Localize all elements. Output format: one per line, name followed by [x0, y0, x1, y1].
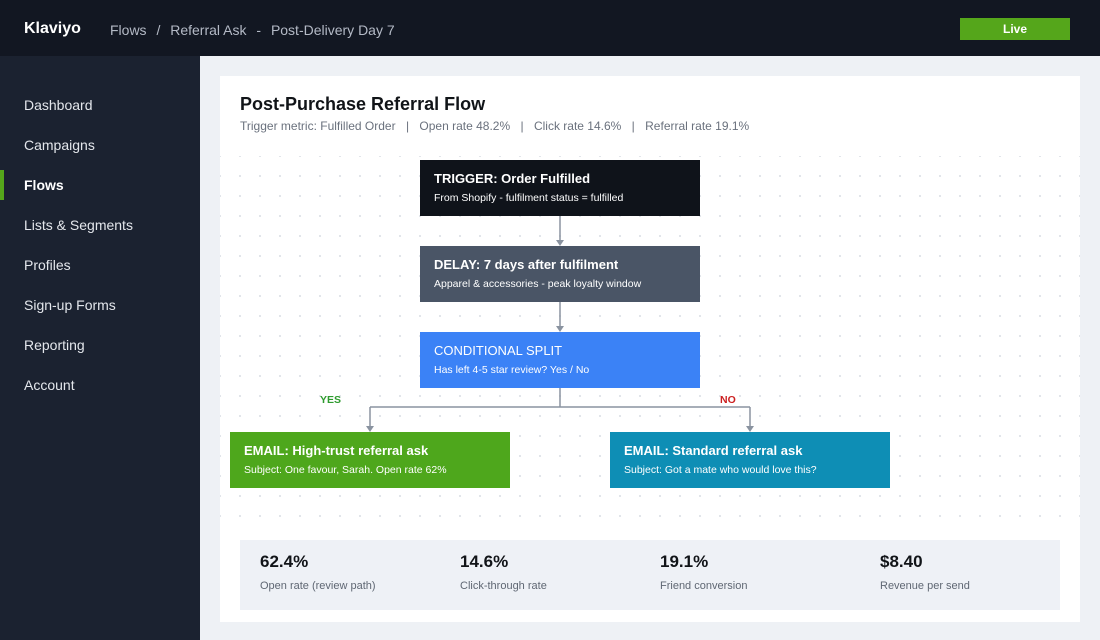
meta-trigger-metric: Trigger metric: Fulfilled Order	[240, 119, 396, 133]
email-yes-node[interactable]: EMAIL: High-trust referral ask Subject: …	[230, 432, 510, 488]
email-no-node[interactable]: EMAIL: Standard referral ask Subject: Go…	[610, 432, 890, 488]
meta-separator: |	[631, 119, 635, 133]
live-status-button[interactable]: Live	[960, 18, 1070, 40]
breadcrumb-flows[interactable]: Flows	[110, 22, 147, 38]
meta-open-rate: Open rate 48.2%	[419, 119, 511, 133]
breadcrumb-current: Post-Delivery Day 7	[270, 22, 395, 38]
meta-separator: |	[405, 119, 410, 133]
meta-referral-rate: Referral rate 19.1%	[645, 119, 750, 133]
meta-separator: |	[520, 119, 524, 133]
sidebar-item-profiles[interactable]: Profiles	[24, 257, 71, 273]
stat-label: Open rate (review path)	[260, 580, 376, 592]
sidebar: Dashboard Campaigns Flows Lists & Segmen…	[0, 56, 200, 640]
split-node-subtitle: Has left 4-5 star review? Yes / No	[434, 364, 590, 376]
yes-branch-label: YES	[320, 394, 342, 406]
stat-value: 62.4%	[260, 552, 309, 571]
email-no-node-subtitle: Subject: Got a mate who would love this?	[624, 464, 817, 476]
sidebar-item-lists-segments[interactable]: Lists & Segments	[24, 217, 133, 233]
sidebar-item-signup-forms[interactable]: Sign-up Forms	[24, 297, 116, 313]
delay-node[interactable]: DELAY: 7 days after fulfilment Apparel &…	[420, 246, 700, 302]
email-yes-node-title: EMAIL: High-trust referral ask	[244, 443, 429, 458]
no-branch-label: NO	[720, 394, 736, 406]
stat-value: 14.6%	[460, 552, 509, 571]
stat-label: Revenue per send	[880, 580, 970, 592]
sidebar-item-reporting[interactable]: Reporting	[24, 337, 85, 353]
email-yes-node-subtitle: Subject: One favour, Sarah. Open rate 62…	[244, 464, 447, 476]
sidebar-item-flows[interactable]: Flows	[0, 170, 200, 200]
delay-node-subtitle: Apparel & accessories - peak loyalty win…	[434, 278, 642, 290]
trigger-node-subtitle: From Shopify - fulfilment status = fulfi…	[434, 192, 624, 204]
top-bar: Klaviyo Flows / Referral Ask - Post-Deli…	[0, 0, 1100, 56]
flow-metrics-summary: Trigger metric: Fulfilled Order | Open r…	[240, 119, 749, 133]
sidebar-item-campaigns[interactable]: Campaigns	[24, 137, 95, 153]
stat-value: $8.40	[880, 552, 923, 571]
page-title: Post-Purchase Referral Flow	[240, 94, 486, 114]
stat-label: Click-through rate	[460, 580, 547, 592]
breadcrumb-separator: -	[256, 22, 262, 38]
sidebar-item-account[interactable]: Account	[24, 377, 75, 393]
trigger-node-title: TRIGGER: Order Fulfilled	[434, 171, 591, 186]
conditional-split-node[interactable]: CONDITIONAL SPLIT Has left 4-5 star revi…	[420, 332, 700, 388]
sidebar-item-dashboard[interactable]: Dashboard	[24, 97, 93, 113]
email-no-node-title: EMAIL: Standard referral ask	[624, 443, 803, 458]
breadcrumb-separator: /	[156, 22, 161, 38]
breadcrumb-referral-ask[interactable]: Referral Ask	[170, 22, 247, 38]
split-node-title: CONDITIONAL SPLIT	[434, 343, 563, 358]
trigger-node[interactable]: TRIGGER: Order Fulfilled From Shopify - …	[420, 160, 700, 216]
stat-label: Friend conversion	[660, 580, 748, 592]
stats-panel: 62.4% Open rate (review path) 14.6% Clic…	[240, 540, 1060, 610]
meta-click-rate: Click rate 14.6%	[533, 119, 622, 133]
delay-node-title: DELAY: 7 days after fulfilment	[434, 257, 619, 272]
brand-logo[interactable]: Klaviyo	[24, 20, 81, 37]
breadcrumb: Flows / Referral Ask - Post-Delivery Day…	[110, 22, 395, 38]
stat-value: 19.1%	[660, 552, 709, 571]
